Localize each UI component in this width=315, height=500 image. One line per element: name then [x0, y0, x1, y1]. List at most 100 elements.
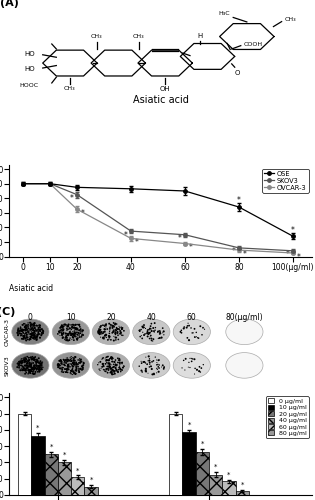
Point — [109, 369, 114, 377]
Point — [30, 324, 35, 332]
Point — [157, 356, 162, 364]
Point — [110, 329, 115, 337]
Point — [108, 354, 113, 362]
Point — [119, 323, 124, 331]
Text: *: * — [49, 444, 53, 450]
Point — [24, 362, 29, 370]
Point — [81, 359, 86, 367]
Point — [192, 364, 198, 372]
Point — [198, 322, 203, 330]
Point — [72, 359, 77, 367]
Point — [71, 324, 76, 332]
Point — [64, 359, 69, 367]
Text: 10: 10 — [66, 313, 76, 322]
Point — [33, 359, 38, 367]
Point — [61, 330, 66, 338]
Point — [78, 327, 83, 335]
Point — [119, 332, 124, 340]
Point — [81, 326, 86, 334]
Point — [202, 325, 207, 333]
Point — [106, 352, 111, 360]
Point — [37, 363, 43, 371]
Point — [105, 353, 110, 361]
Point — [63, 320, 68, 328]
Point — [155, 365, 160, 373]
Point — [29, 326, 34, 334]
Point — [101, 329, 106, 337]
Point — [31, 329, 36, 337]
Point — [115, 325, 120, 333]
Point — [33, 330, 38, 338]
Point — [68, 327, 73, 335]
Point — [149, 365, 154, 373]
Point — [69, 358, 74, 366]
Point — [33, 364, 38, 372]
Point — [36, 330, 41, 338]
Point — [29, 319, 34, 327]
Point — [73, 333, 78, 341]
Point — [118, 328, 123, 336]
Point — [27, 368, 32, 376]
Point — [152, 328, 157, 336]
Point — [186, 358, 192, 366]
Point — [116, 336, 121, 344]
Point — [32, 328, 37, 336]
Point — [35, 368, 40, 376]
Point — [179, 329, 184, 337]
Point — [97, 328, 102, 336]
Point — [74, 335, 79, 343]
Point — [66, 321, 71, 329]
Point — [75, 330, 80, 338]
Bar — [169, 414, 182, 495]
Point — [63, 359, 68, 367]
Point — [74, 324, 79, 332]
Point — [28, 335, 33, 343]
Point — [161, 365, 166, 373]
Point — [32, 322, 37, 330]
Point — [37, 326, 43, 334]
Point — [162, 363, 167, 371]
Point — [28, 336, 33, 344]
Point — [102, 322, 107, 330]
Point — [25, 334, 30, 342]
Point — [69, 367, 74, 375]
Point — [102, 325, 107, 333]
Point — [28, 369, 33, 377]
Point — [111, 354, 116, 362]
Point — [15, 326, 20, 334]
Point — [63, 334, 68, 342]
Point — [25, 362, 30, 370]
Point — [104, 358, 109, 366]
Point — [33, 356, 38, 364]
Point — [105, 325, 110, 333]
Point — [99, 363, 104, 371]
Point — [39, 364, 44, 372]
Point — [24, 324, 29, 332]
Point — [110, 368, 115, 376]
Bar — [18, 414, 31, 495]
Point — [21, 356, 26, 364]
Point — [111, 326, 116, 334]
Point — [113, 329, 118, 337]
Point — [112, 358, 117, 366]
Point — [100, 330, 105, 338]
Point — [143, 367, 148, 375]
Point — [75, 320, 80, 328]
Point — [32, 362, 37, 370]
Point — [22, 356, 27, 364]
Point — [98, 328, 103, 336]
Point — [32, 332, 37, 340]
Point — [32, 320, 37, 328]
Point — [69, 330, 74, 338]
Point — [112, 367, 117, 375]
Point — [66, 331, 71, 339]
Point — [25, 364, 30, 372]
Point — [102, 367, 107, 375]
Point — [30, 364, 35, 372]
Point — [17, 328, 22, 336]
Point — [74, 367, 79, 375]
Point — [25, 364, 30, 372]
Point — [29, 333, 34, 341]
Point — [80, 331, 85, 339]
Ellipse shape — [12, 319, 49, 344]
